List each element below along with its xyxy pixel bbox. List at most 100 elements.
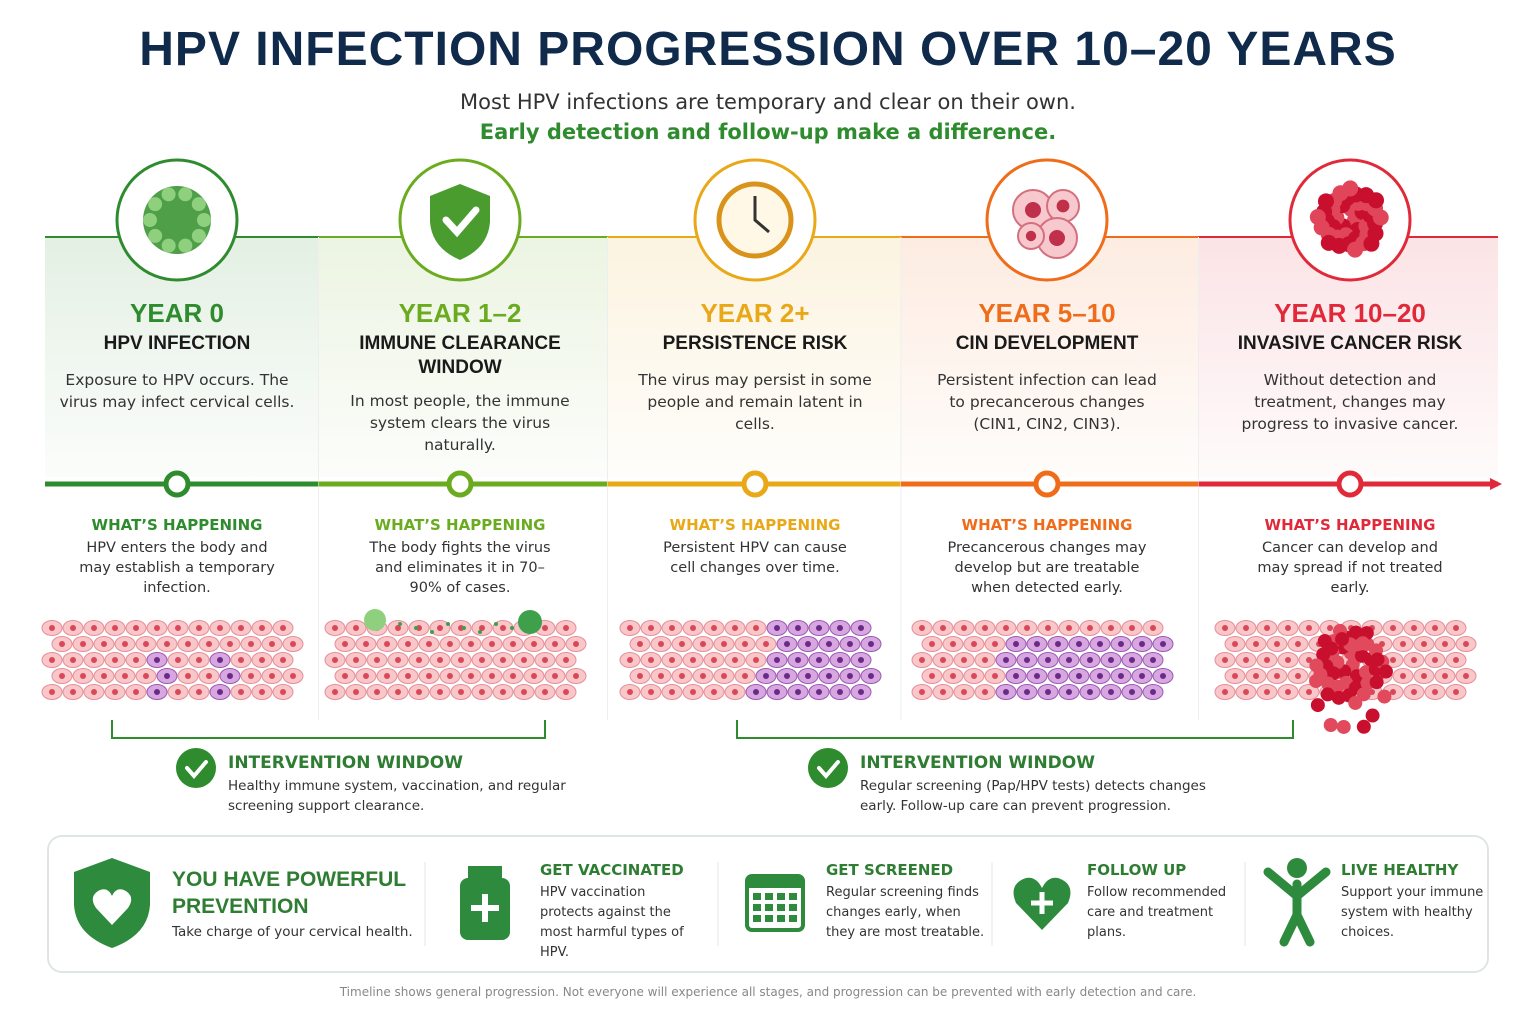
nucleus (1025, 230, 1037, 242)
tissue-nucleus (669, 657, 675, 663)
tissue-nucleus (690, 689, 696, 695)
tissue-nucleus (1108, 689, 1114, 695)
tissue-nucleus (732, 625, 738, 631)
tissue-nucleus (196, 657, 202, 663)
tissue-nucleus (847, 673, 853, 679)
tissue-nucleus (1421, 673, 1427, 679)
virus-knob (191, 197, 206, 212)
tissue-nucleus (489, 673, 495, 679)
tissue-nucleus (563, 657, 569, 663)
tissue-nucleus (468, 641, 474, 647)
tissue-nucleus (837, 657, 843, 663)
tissue-nucleus (552, 641, 558, 647)
tissue-nucleus (1129, 657, 1135, 663)
tissue-nucleus (122, 641, 128, 647)
tissue-nucleus (816, 625, 822, 631)
tissue-nucleus (1400, 641, 1406, 647)
tissue-nucleus (1108, 625, 1114, 631)
tissue-nucleus (363, 673, 369, 679)
tissue-nucleus (742, 641, 748, 647)
tissue-nucleus (732, 689, 738, 695)
tissue-nucleus (1097, 641, 1103, 647)
tissue-nucleus (500, 625, 506, 631)
tissue-nucleus (721, 641, 727, 647)
tumor-cell (1372, 209, 1389, 226)
prevention-item-text: Support your immune system with healthy … (1341, 885, 1484, 940)
intervention-text: Regular screening (Pap/HPV tests) detect… (860, 778, 1206, 814)
tissue-nucleus (479, 657, 485, 663)
tissue-nucleus (1264, 657, 1270, 663)
tumor (1310, 698, 1325, 713)
tissue-nucleus (637, 673, 643, 679)
virus-knob (161, 187, 176, 202)
particle (462, 626, 466, 630)
tissue-nucleus (1129, 625, 1135, 631)
tissue-nucleus (700, 641, 706, 647)
tissue-nucleus (816, 689, 822, 695)
stage-description: The virus may persist in some people and… (638, 371, 872, 433)
tissue-nucleus (280, 625, 286, 631)
tissue-nucleus (1243, 625, 1249, 631)
tissue-nucleus (227, 673, 233, 679)
calendar-day (777, 893, 785, 900)
tissue-nucleus (405, 673, 411, 679)
tissue-nucleus (837, 625, 843, 631)
virus-knob (191, 228, 206, 243)
tissue-nucleus (405, 641, 411, 647)
tissue-nucleus (982, 625, 988, 631)
virus-knob (178, 238, 193, 253)
tissue-nucleus (1411, 689, 1417, 695)
stage-year: YEAR 1–2 (398, 298, 522, 328)
tissue-nucleus (1003, 689, 1009, 695)
tissue-nucleus (342, 673, 348, 679)
tissue-nucleus (1400, 673, 1406, 679)
tumor (1324, 641, 1339, 656)
tissue-nucleus (690, 657, 696, 663)
tissue-nucleus (133, 657, 139, 663)
intervention-text: Healthy immune system, vaccination, and … (228, 778, 566, 814)
tissue-nucleus (238, 689, 244, 695)
tissue-nucleus (1327, 625, 1333, 631)
tissue-nucleus (143, 641, 149, 647)
tissue-nucleus (196, 625, 202, 631)
prevention-headline: YOU HAVE POWERFUL PREVENTION (172, 868, 406, 918)
tissue-nucleus (858, 689, 864, 695)
tissue-nucleus (648, 657, 654, 663)
calendar-day (777, 904, 785, 911)
tissue-nucleus (164, 673, 170, 679)
tissue-nucleus (1150, 625, 1156, 631)
person-head (1287, 858, 1307, 878)
tissue-nucleus (1453, 625, 1459, 631)
tissue-nucleus (919, 657, 925, 663)
tissue-nucleus (753, 625, 759, 631)
prevention-tagline: Take charge of your cervical health. (172, 924, 413, 940)
tissue-nucleus (49, 657, 55, 663)
tissue-nucleus (982, 657, 988, 663)
tissue-nucleus (101, 641, 107, 647)
virus-knob (161, 238, 176, 253)
tissue-nucleus (91, 657, 97, 663)
tissue-nucleus (479, 689, 485, 695)
intervention-title: INTERVENTION WINDOW (860, 753, 1095, 773)
tissue-nucleus (795, 657, 801, 663)
tissue-nucleus (627, 625, 633, 631)
tissue-nucleus (416, 625, 422, 631)
tissue-nucleus (1045, 625, 1051, 631)
tissue-nucleus (91, 689, 97, 695)
tissue-nucleus (1066, 657, 1072, 663)
tissue-nucleus (971, 641, 977, 647)
tissue-nucleus (961, 689, 967, 695)
stage-description: Persistent infection can lead to precanc… (937, 371, 1157, 433)
tissue-nucleus (1453, 657, 1459, 663)
happening-label: WHAT’S HAPPENING (374, 516, 546, 534)
tissue-nucleus (940, 657, 946, 663)
tissue-nucleus (374, 689, 380, 695)
tissue-nucleus (763, 673, 769, 679)
tissue-nucleus (1087, 625, 1093, 631)
tumor (1377, 689, 1392, 704)
tissue-nucleus (690, 625, 696, 631)
tissue-nucleus (992, 641, 998, 647)
tissue-nucleus (479, 625, 485, 631)
tissue-nucleus (259, 657, 265, 663)
tissue-nucleus (1222, 625, 1228, 631)
